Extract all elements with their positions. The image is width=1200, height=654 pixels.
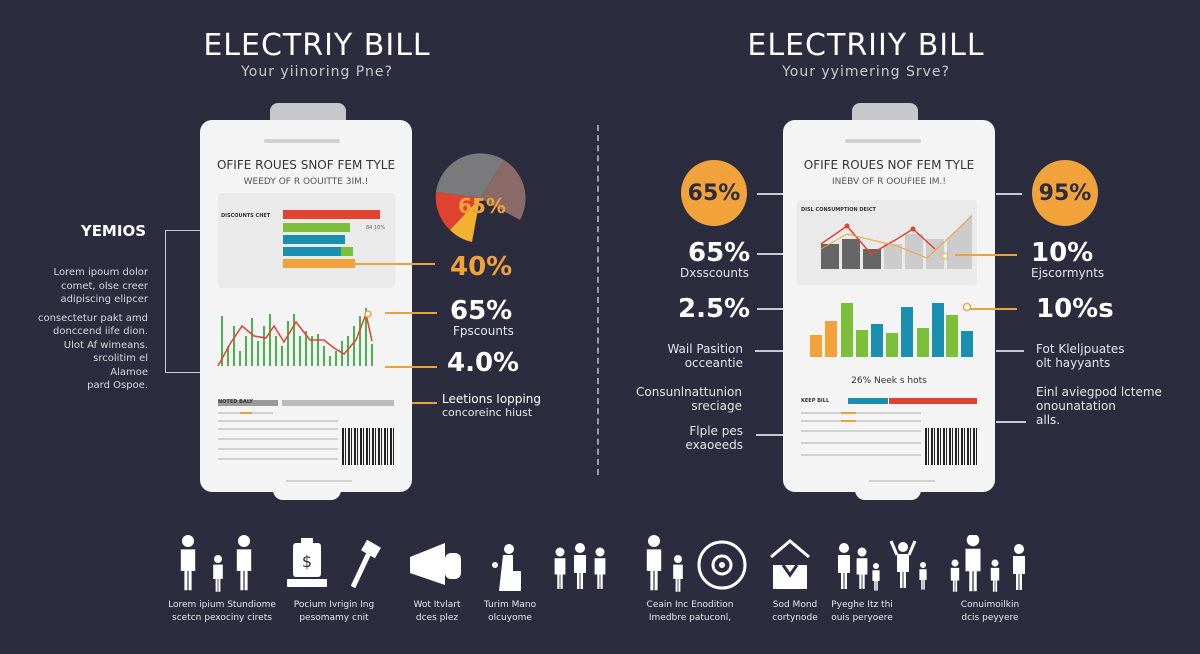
bill-heading: OFIFE ROUES SNOF FEM TYLE: [216, 158, 396, 172]
seated-person-icon: [492, 544, 521, 591]
bar-blue: [283, 235, 345, 244]
caption-6: Sod Mond cortynode: [772, 600, 818, 623]
chart-caption: 26% Neek s hots: [851, 376, 927, 386]
caption-4: Turim Mano olcuyome: [483, 600, 537, 623]
pie-slice-brown: [480, 160, 526, 220]
person-arms-up-icon: [889, 540, 927, 590]
caption-2: Pocium Ivrigin Ing pesomamy cnit: [293, 600, 375, 623]
pie-label: 65%: [458, 194, 506, 218]
svg-text:$: $: [302, 552, 312, 571]
stat-65: 65%: [450, 296, 513, 326]
big-family-icon: [950, 535, 1025, 592]
family-icon: [180, 535, 252, 592]
bar-chart: [810, 302, 973, 357]
target-icon: [697, 540, 747, 590]
bar-teal: [283, 247, 353, 256]
bar-green: [283, 223, 350, 232]
right-subtitle: Your yyimering Srve?: [782, 64, 950, 80]
bracket-connector: [165, 230, 200, 373]
right-title: ELECTRIIY BILL: [747, 28, 985, 63]
divider: [597, 125, 599, 475]
stat-circle-65: 65%: [681, 160, 747, 226]
left-bill-card: OFIFE ROUES SNOF FEM TYLE WEEDY OF R OOU…: [200, 120, 412, 492]
caption-7: Pyeghe Itz thi ouis peryoere: [831, 600, 893, 623]
barcode: [342, 428, 394, 465]
area-chart-panel: DISL CONSUMPTION DEICT: [797, 200, 977, 285]
pie-chart: [435, 153, 526, 242]
stat-4: 4.0%: [447, 348, 520, 378]
side-heading: YEMIOS: [80, 222, 146, 240]
bar-orange: [283, 259, 355, 268]
side-paragraph: Lorem ipoum dolor comet, olse creer adipis…: [37, 267, 148, 391]
line-bar-chart: [217, 308, 373, 367]
barcode: [925, 428, 977, 465]
family-small-icon: [838, 543, 880, 591]
pie-slice-yellow: [450, 198, 480, 242]
pie-slice-red: [435, 192, 480, 230]
left-title: ELECTRIY BILL: [203, 28, 431, 63]
stat-40: 40%: [450, 252, 513, 282]
left-subtitle: Your yiinoring Pne?: [241, 64, 393, 80]
caption-5: Ceain Inc Enodition Imedbre patuconl,: [646, 600, 734, 623]
pie-slice-gray: [436, 153, 504, 198]
group-icon: [554, 543, 606, 589]
house-icon: [770, 539, 810, 589]
bar-panel: DISCOUNTS CHET 84 10%: [218, 193, 395, 288]
bill-subheading: WEEDY OF R OOUITTE 3IM.!: [243, 177, 369, 187]
caption-1: Lorem ipium Stundiome scetcn pexociny cir…: [168, 600, 276, 623]
parent-child-icon: [646, 535, 683, 592]
right-bill-card: OFIFE ROUES NOF FEM TYLE INEBV OF R OOUF…: [783, 120, 995, 492]
caption-3: Wot Itvlart dces plez: [413, 600, 461, 623]
megaphone-icon: [410, 543, 461, 585]
money-bag-icon: $: [287, 538, 327, 587]
hammer-icon: [350, 539, 381, 589]
caption-8: Conuimoilkin dcis peyyere: [960, 600, 1020, 623]
bar-red: [283, 210, 380, 219]
stat-circle-95: 95%: [1032, 160, 1098, 226]
bill-clip: [270, 103, 346, 123]
